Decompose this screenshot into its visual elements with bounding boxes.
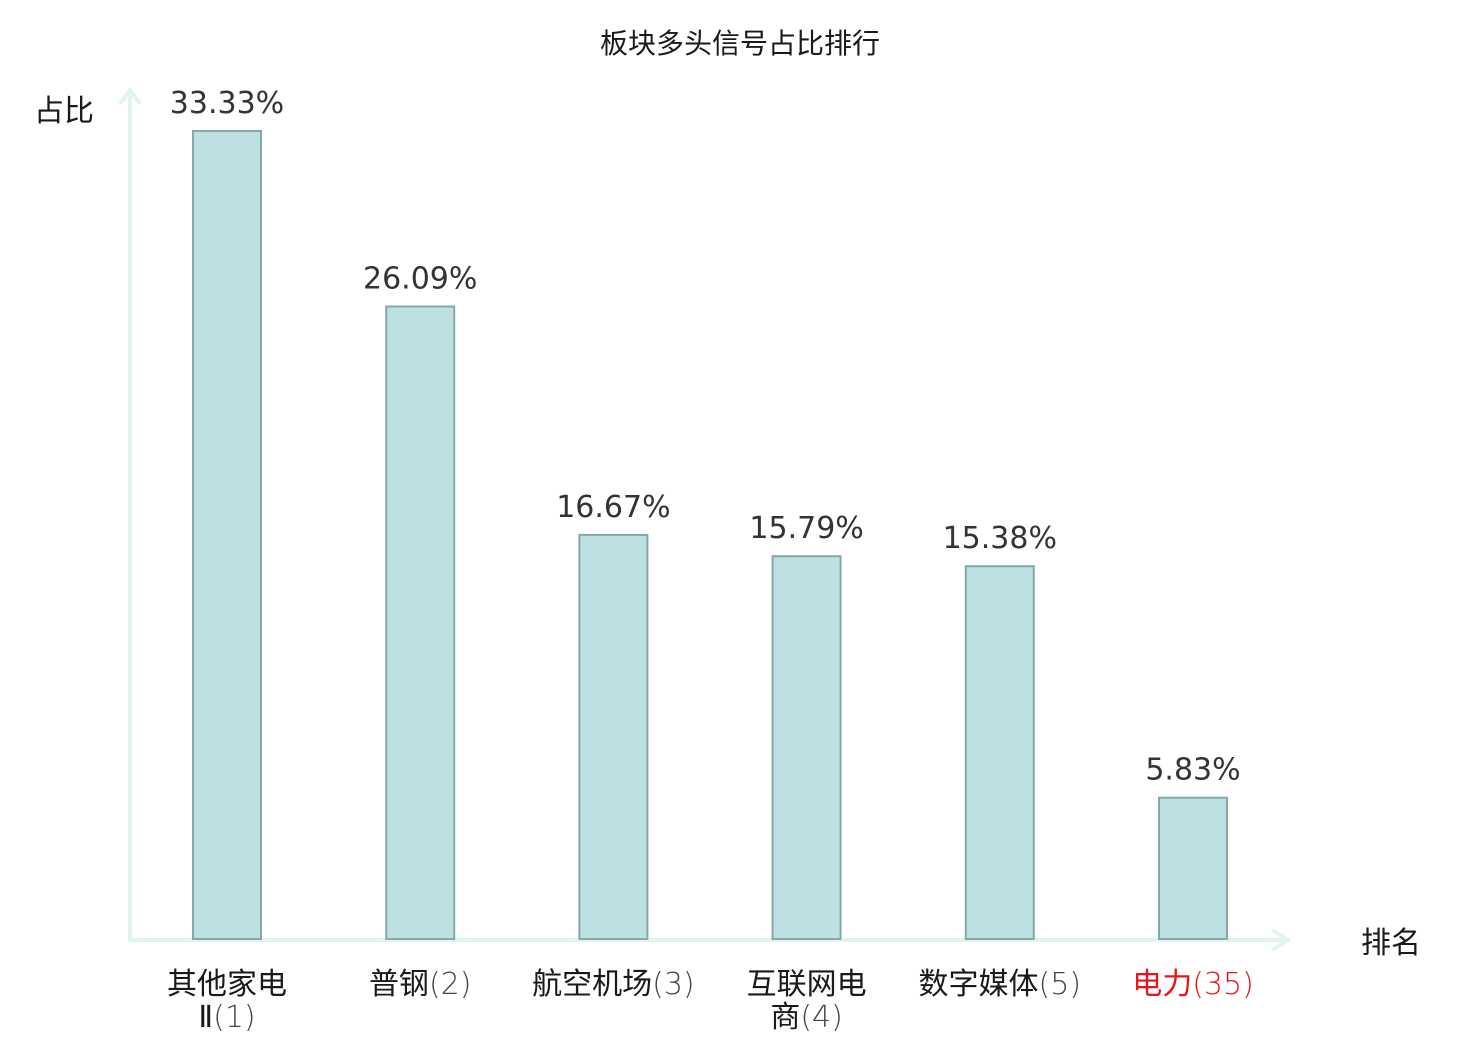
category-label: 航空机场(3)	[532, 967, 695, 1002]
category-label: 互联网电商(4)	[747, 967, 867, 1035]
category-label: 普钢(2)	[369, 967, 472, 1002]
bars-group	[192, 130, 1228, 941]
category-rank: (2)	[429, 967, 472, 1002]
category-name: 商	[770, 1000, 800, 1035]
category-rank: (1)	[213, 1000, 256, 1035]
bar	[964, 565, 1035, 940]
category-rank: (5)	[1039, 967, 1082, 1002]
category-label: 数字媒体(5)	[919, 967, 1082, 1002]
category-rank: (3)	[652, 967, 695, 1002]
bar	[1158, 796, 1228, 941]
bar	[192, 130, 262, 940]
chart-title: 板块多头信号占比排行	[600, 27, 880, 60]
category-name: Ⅱ	[198, 1000, 213, 1035]
category-rank: (35)	[1192, 967, 1254, 1002]
bar-value-label: 33.33%	[170, 86, 284, 121]
category-label: 其他家电 Ⅱ(1)	[167, 967, 287, 1035]
bar-value-label: 15.38%	[943, 521, 1057, 556]
category-name: 其他家电	[167, 967, 287, 1002]
axes	[118, 86, 1292, 952]
category-name: 航空机场	[532, 967, 652, 1002]
bar-value-label: 5.83%	[1145, 753, 1240, 788]
category-name: 互联网电	[747, 967, 867, 1002]
category-rank: (4)	[800, 1000, 843, 1035]
bar	[771, 555, 842, 940]
category-name: 数字媒体	[919, 967, 1039, 1002]
bar-value-label: 15.79%	[749, 511, 863, 546]
bar	[385, 305, 456, 940]
y-axis-label: 占比	[34, 94, 94, 129]
category-name: 普钢	[369, 967, 429, 1002]
value-labels-group: 33.33% 26.09% 16.67% 15.79% 15.38% 5.83%	[170, 86, 1241, 788]
bar-value-label: 26.09%	[363, 262, 477, 297]
category-name: 电力	[1132, 967, 1192, 1002]
y-axis-arrow	[118, 86, 142, 106]
bar	[578, 533, 649, 941]
x-axis-label: 排名	[1361, 926, 1421, 961]
category-labels-group: 其他家电 Ⅱ(1) 普钢(2) 航空机场(3) 互联网电商(4) 数字媒体(5) 电力(35…	[167, 967, 1254, 1035]
category-label: 电力(35)	[1132, 967, 1254, 1002]
x-axis-arrow	[1270, 928, 1292, 952]
bar-value-label: 16.67%	[556, 490, 670, 525]
